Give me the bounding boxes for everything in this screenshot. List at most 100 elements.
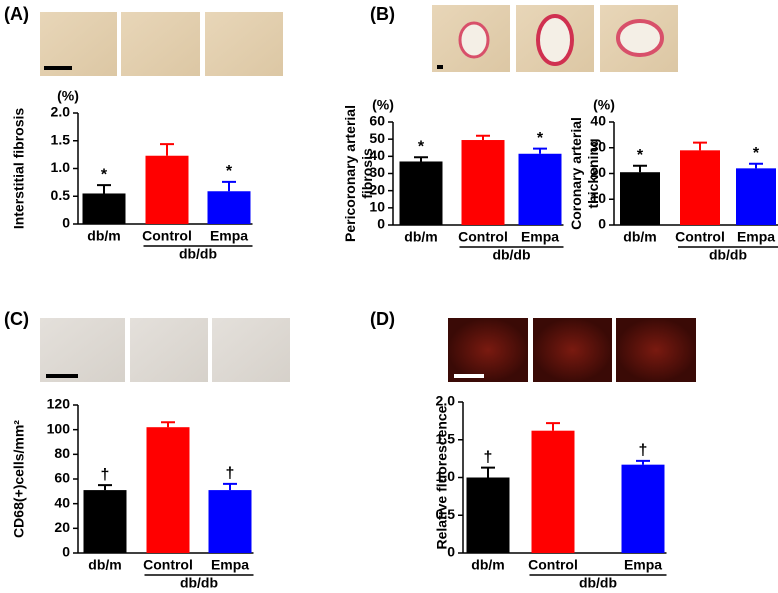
group-label: db/db (180, 575, 218, 588)
y-tick-label: 0 (62, 544, 70, 560)
group-label: db/db (579, 575, 617, 588)
bar (146, 427, 190, 553)
y-tick-label: 1.0 (436, 468, 456, 484)
y-unit: (%) (57, 88, 79, 104)
y-tick-label: 0 (447, 544, 455, 560)
error-bar (160, 143, 174, 156)
x-tick-label: Empa (210, 228, 248, 244)
group-label: db/db (492, 247, 530, 263)
y-tick-label: 60 (54, 470, 70, 486)
bar (399, 161, 443, 225)
panel-label: (A) (4, 4, 29, 24)
bar (531, 430, 575, 553)
bar (736, 168, 776, 225)
error-bar (476, 134, 490, 141)
error-bar (222, 180, 236, 192)
significance-marker: * (101, 166, 108, 183)
bar (680, 150, 720, 225)
y-tick-label: 40 (590, 113, 606, 129)
y-tick-label: 0 (62, 215, 70, 231)
error-bar (481, 466, 495, 478)
y-tick-label: 1.5 (436, 430, 456, 446)
y-tick-label: 40 (54, 494, 70, 510)
x-tick-label: db/m (623, 229, 656, 245)
x-tick-label: Control (675, 229, 725, 245)
y-tick-label: 120 (47, 396, 71, 412)
significance-marker: * (418, 138, 425, 155)
group-label: db/db (709, 247, 747, 263)
panel-label: (C) (4, 309, 29, 329)
bar (621, 464, 665, 553)
y-tick-label: 0 (598, 216, 606, 232)
y-tick-label: 2.0 (51, 104, 71, 120)
y-tick-label: 0 (377, 216, 385, 232)
y-axis-label: fibrosis (359, 148, 375, 199)
error-bar (414, 156, 428, 162)
y-tick-label: 10 (590, 190, 606, 206)
y-tick-label: 20 (369, 181, 385, 197)
bar (208, 490, 252, 553)
significance-marker: † (639, 442, 648, 459)
x-tick-label: Control (143, 557, 193, 573)
error-bar (98, 484, 112, 491)
significance-marker: * (637, 147, 644, 164)
x-tick-label: db/m (471, 557, 504, 573)
error-bar (161, 421, 175, 428)
y-tick-label: 40 (369, 147, 385, 163)
y-axis-label: CD68(+)cells/mm² (11, 420, 27, 538)
x-tick-label: db/m (88, 557, 121, 573)
y-tick-label: 20 (54, 519, 70, 535)
significance-marker: * (537, 130, 544, 147)
y-axis-label: Interstitial fibrosis (11, 108, 27, 230)
bar (207, 191, 251, 224)
significance-marker: † (226, 465, 235, 482)
x-tick-label: Empa (211, 557, 249, 573)
x-tick-label: db/m (87, 228, 120, 244)
y-unit: (%) (593, 97, 615, 113)
y-unit: (%) (372, 97, 394, 113)
y-tick-label: 20 (590, 164, 606, 180)
y-tick-label: 0.5 (51, 187, 71, 203)
bar (83, 490, 127, 553)
error-bar (533, 147, 547, 154)
y-tick-label: 60 (369, 113, 385, 129)
y-tick-label: 1.5 (51, 131, 71, 147)
error-bar (633, 164, 647, 173)
x-tick-label: Control (458, 229, 508, 245)
y-tick-label: 80 (54, 445, 70, 461)
y-axis-label: Coronary arterial (568, 117, 584, 230)
y-tick-label: 30 (369, 164, 385, 180)
y-tick-label: 30 (590, 138, 606, 154)
bar (466, 477, 510, 553)
y-axis-label: Relative fluorescence (434, 405, 450, 549)
micrographs-d (448, 318, 696, 382)
x-tick-label: Control (142, 228, 192, 244)
group-label: db/db (179, 246, 217, 262)
significance-marker: * (226, 163, 233, 180)
panel-label: (B) (370, 4, 395, 24)
y-axis-label: Pericoronary arterial (342, 105, 358, 242)
y-tick-label: 2.0 (436, 393, 456, 409)
error-bar (223, 482, 237, 491)
y-tick-label: 50 (369, 130, 385, 146)
significance-marker: † (101, 466, 110, 483)
error-bar (97, 184, 111, 194)
error-bar (693, 141, 707, 151)
significance-marker: * (753, 145, 760, 162)
x-tick-label: Control (528, 557, 578, 573)
micrographs-c (40, 318, 290, 382)
y-tick-label: 10 (369, 199, 385, 215)
significance-marker: † (484, 449, 493, 466)
bar (82, 193, 126, 224)
error-bar (749, 162, 763, 169)
y-axis-label: thickening (585, 138, 601, 208)
panel-label: (D) (370, 309, 395, 329)
x-tick-label: Empa (624, 557, 662, 573)
error-bar (636, 459, 650, 465)
error-bar (546, 422, 560, 431)
bar (620, 172, 660, 225)
bar (518, 153, 562, 225)
x-tick-label: Empa (521, 229, 559, 245)
bar (145, 155, 189, 224)
